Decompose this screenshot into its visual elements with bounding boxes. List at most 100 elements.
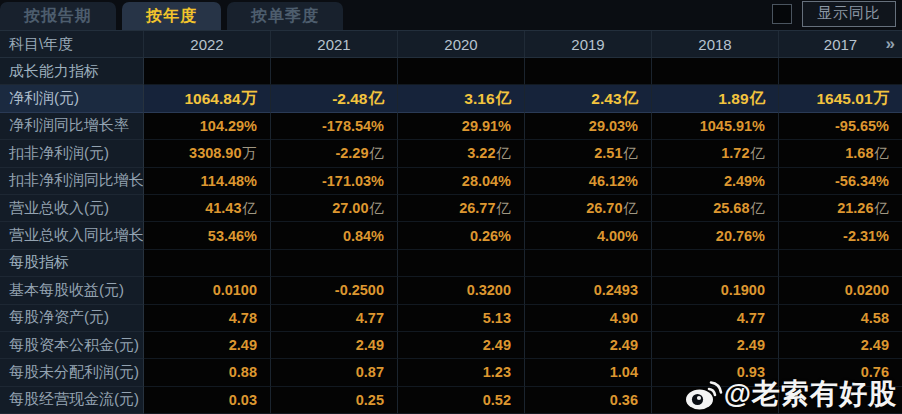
value-cell: 3.16亿: [398, 85, 525, 112]
value-cell: 5.13: [398, 305, 525, 332]
value-cell: [652, 58, 779, 85]
value-cell: 2.49%: [652, 168, 779, 195]
value-cell: 27.00亿: [271, 195, 398, 222]
value-unit: 亿: [370, 199, 385, 218]
table-row: 每股资本公积金(元)2.492.492.492.492.492.49: [0, 332, 902, 359]
value-cell: 29.03%: [525, 113, 652, 140]
value-cell: [779, 250, 902, 277]
year-column-header: 2017»: [779, 31, 902, 57]
row-label: 每股未分配利润(元): [0, 359, 144, 386]
section-row: 成长能力指标: [0, 58, 902, 85]
value-unit: 亿: [623, 88, 639, 109]
year-column-header: 2022: [144, 31, 271, 57]
value-cell: [398, 58, 525, 85]
value-cell: 2.49: [525, 332, 652, 359]
value-cell: 0.88: [144, 359, 271, 386]
value-cell: 25.68亿: [652, 195, 779, 222]
row-label: 净利润(元): [0, 85, 144, 112]
value-cell: 41.43亿: [144, 195, 271, 222]
value-cell: 0.93: [652, 359, 779, 386]
value-cell: 2.43亿: [525, 85, 652, 112]
value-cell: -0.2500: [271, 277, 398, 304]
value-cell: [144, 58, 271, 85]
value-unit: 亿: [497, 199, 512, 218]
value-unit: 亿: [496, 88, 512, 109]
value-cell: 2.51亿: [525, 140, 652, 167]
value-cell: 0.3200: [398, 277, 525, 304]
value-cell: 4.00%: [525, 222, 652, 249]
corner-header: 科目\年度: [0, 31, 144, 57]
value-cell: [271, 250, 398, 277]
value-unit: 亿: [750, 88, 766, 109]
value-cell: 20.76%: [652, 222, 779, 249]
value-cell: 4.58: [779, 305, 902, 332]
value-cell: 2.49: [144, 332, 271, 359]
value-unit: 亿: [751, 199, 766, 218]
value-cell: 26.70亿: [525, 195, 652, 222]
tab-period-1[interactable]: 按年度: [122, 2, 221, 30]
value-unit: 万: [242, 88, 258, 109]
value-cell: 104.29%: [144, 113, 271, 140]
value-cell: 0.76: [779, 359, 902, 386]
value-cell: 0.03: [144, 387, 271, 414]
value-cell: 53.46%: [144, 222, 271, 249]
row-label: 基本每股收益(元): [0, 277, 144, 304]
row-label: 扣非净利润(元): [0, 140, 144, 167]
table-row: 每股未分配利润(元)0.880.871.231.040.930.76: [0, 359, 902, 386]
value-cell: 0.36: [525, 387, 652, 414]
value-unit: 亿: [370, 144, 385, 163]
table-body: 成长能力指标净利润(元)1064.84万-2.48亿3.16亿2.43亿1.89…: [0, 58, 902, 414]
year-column-header: 2021: [271, 31, 398, 57]
value-cell: -2.48亿: [271, 85, 398, 112]
year-column-header: 2019: [525, 31, 652, 57]
value-unit: 亿: [497, 144, 512, 163]
value-cell: [779, 387, 902, 414]
value-cell: 1.89亿: [652, 85, 779, 112]
value-cell: [525, 58, 652, 85]
yoy-controls: 显示同比: [772, 1, 902, 30]
value-unit: 亿: [624, 144, 639, 163]
value-cell: 2.49: [398, 332, 525, 359]
value-cell: 26.77亿: [398, 195, 525, 222]
value-cell: 1.04: [525, 359, 652, 386]
value-cell: -56.34%: [779, 168, 902, 195]
value-unit: 万: [243, 144, 258, 163]
value-cell: [779, 58, 902, 85]
year-column-header: 2018: [652, 31, 779, 57]
table-row: 扣非净利润(元)3308.90万-2.29亿3.22亿2.51亿1.72亿1.6…: [0, 140, 902, 167]
row-label: 每股指标: [0, 250, 144, 277]
value-cell: 1064.84万: [144, 85, 271, 112]
value-cell: 2.49: [652, 332, 779, 359]
show-yoy-checkbox[interactable]: [772, 4, 792, 24]
table-row: 营业总收入(元)41.43亿27.00亿26.77亿26.70亿25.68亿21…: [0, 195, 902, 222]
value-cell: 0.0100: [144, 277, 271, 304]
value-cell: 4.78: [144, 305, 271, 332]
row-label: 营业总收入同比增长率: [0, 222, 144, 249]
value-cell: 4.77: [271, 305, 398, 332]
value-cell: 28.04%: [398, 168, 525, 195]
value-cell: [144, 250, 271, 277]
row-label: 净利润同比增长率: [0, 113, 144, 140]
tab-period-2[interactable]: 按单季度: [227, 2, 343, 30]
show-yoy-button[interactable]: 显示同比: [802, 1, 896, 27]
value-cell: 3308.90万: [144, 140, 271, 167]
value-cell: 114.48%: [144, 168, 271, 195]
more-columns-icon[interactable]: »: [886, 34, 895, 54]
table-row: 基本每股收益(元)0.0100-0.25000.32000.24930.1900…: [0, 277, 902, 304]
value-cell: -171.03%: [271, 168, 398, 195]
financial-table: 科目\年度 202220212020201920182017» 成长能力指标净利…: [0, 30, 902, 414]
row-label: 成长能力指标: [0, 58, 144, 85]
value-unit: 亿: [369, 88, 385, 109]
value-cell: 1045.91%: [652, 113, 779, 140]
value-cell: [652, 250, 779, 277]
table-row: 净利润同比增长率104.29%-178.54%29.91%29.03%1045.…: [0, 113, 902, 140]
value-cell: 46.12%: [525, 168, 652, 195]
tab-period-0[interactable]: 按报告期: [0, 2, 116, 30]
value-cell: -2.31%: [779, 222, 902, 249]
table-row: 扣非净利润同比增长率114.48%-171.03%28.04%46.12%2.4…: [0, 168, 902, 195]
value-cell: [398, 250, 525, 277]
value-cell: 0.2493: [525, 277, 652, 304]
value-cell: 1.72亿: [652, 140, 779, 167]
value-unit: 亿: [875, 144, 890, 163]
value-unit: 亿: [875, 199, 890, 218]
